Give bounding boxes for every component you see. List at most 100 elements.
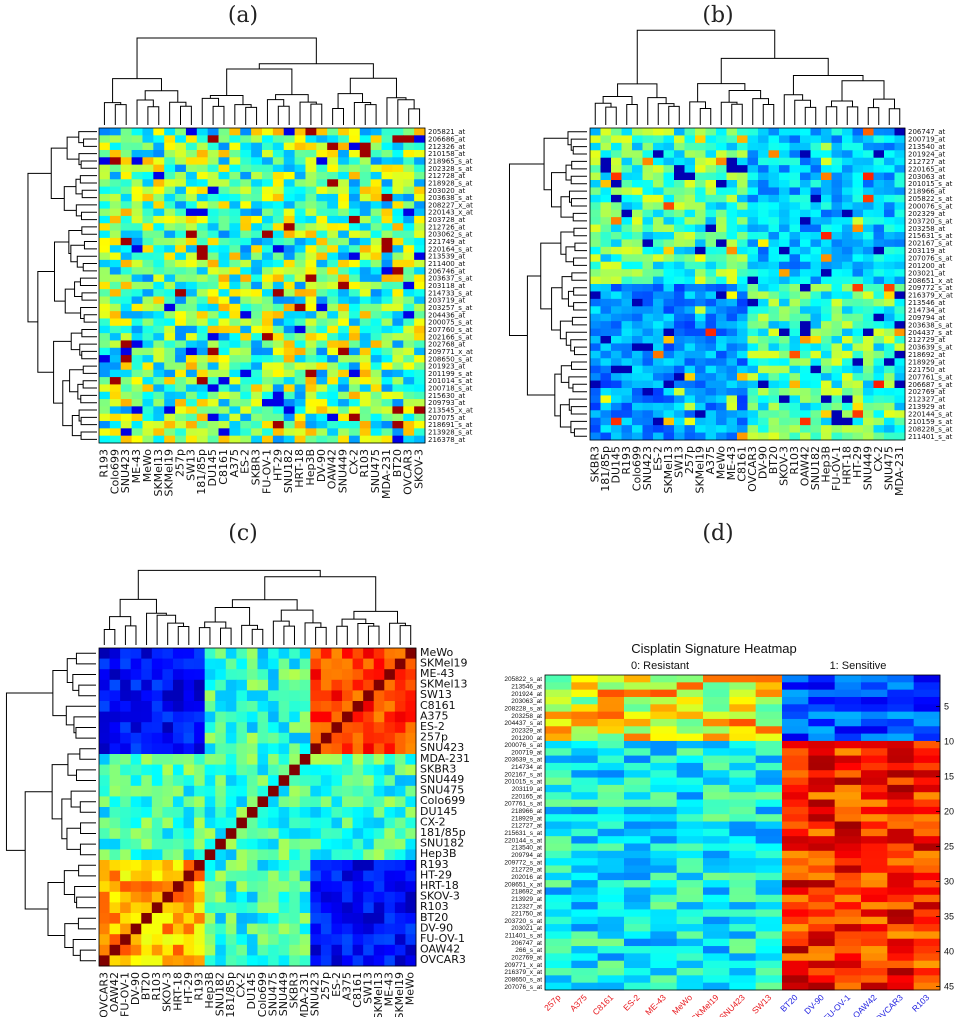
row-label: A375 [420, 709, 449, 722]
row-label: 201200_at [511, 735, 542, 742]
row-label: 215631_s_at [908, 232, 953, 240]
column-label: ME-43 [643, 992, 668, 1017]
y-tick-label: 25 [944, 842, 954, 852]
row-label: 207076_s_at [908, 255, 953, 263]
row-label: 216378_at [428, 436, 466, 444]
row-label: 221750_at [511, 911, 542, 918]
row-label: 216379_x_at [908, 292, 953, 300]
column-label: SNU423 [641, 446, 654, 490]
row-label: 203637_s_at [428, 275, 473, 283]
column-label: HT-29 [271, 449, 284, 481]
column-label: OAW42 [851, 992, 879, 1017]
column-label: MDA-231 [380, 449, 393, 499]
column-label: OVCAR3 [402, 449, 415, 495]
column-label: SNU182 [282, 449, 295, 493]
column-label: BT20 [391, 449, 404, 477]
row-label: 208228_s_at [908, 425, 953, 433]
panel-d-title: Cisplatin Signature Heatmap [631, 641, 796, 656]
row-label: 208650_s_at [428, 355, 473, 363]
column-label: DU145 [245, 972, 258, 1010]
row-label: 202769_at [908, 388, 946, 396]
column-label: ME-43 [725, 446, 738, 480]
column-label: SKMel19 [393, 972, 406, 1017]
row-label: SKMel13 [420, 678, 468, 691]
row-label: 202769_at [511, 955, 542, 962]
row-label: 202167_s_at [908, 240, 953, 248]
row-label: 201015_s_at [908, 180, 953, 188]
panel-b-heatmap: 206747_at200719_at213540_at201924_at2127… [508, 29, 953, 496]
row-label: 211401_s_at [908, 433, 953, 441]
row-label: 200718_s_at [428, 385, 473, 393]
column-label: Colo699 [256, 972, 269, 1017]
row-label: 212727_at [511, 823, 542, 830]
column-label: SKMel19 [689, 992, 721, 1017]
row-label: 201200_at [908, 262, 946, 270]
row-label: 220165_at [908, 165, 946, 173]
row-label: 202166_s_at [428, 333, 473, 341]
column-label: ES-2 [330, 972, 343, 997]
row-label: 205822_s_at [504, 676, 542, 683]
row-label: 218929_at [511, 815, 542, 822]
row-label: 204437_s_at [908, 329, 953, 337]
column-label: BT20 [767, 446, 780, 474]
column-label: SKMel19 [163, 449, 176, 497]
row-label: ES-2 [420, 720, 445, 733]
row-label: 200076_s_at [908, 203, 953, 211]
column-label: SNU475 [369, 449, 382, 493]
row-label: 209772_s_at [908, 284, 953, 292]
column-label: SW13 [184, 449, 197, 481]
row-label: 207076_s_at [504, 984, 542, 991]
column-label: C8161 [351, 972, 364, 1008]
row-label: 218692_at [511, 889, 542, 896]
row-label: 210158_at [428, 150, 466, 158]
column-label: SNU449 [277, 972, 290, 1016]
panel-b-label: (b) [702, 3, 733, 28]
row-label: 207760_s_at [428, 326, 473, 334]
row-label: 212729_at [511, 867, 542, 874]
column-label: BT20 [778, 992, 800, 1014]
panel-d-label: (d) [702, 521, 733, 546]
row-label: 213928_s_at [428, 429, 473, 437]
column-label: SNU449 [861, 446, 874, 490]
row-label: 201923_at [428, 363, 466, 371]
column-label: SKBR3 [287, 972, 300, 1008]
row-label: 220144_s_at [504, 837, 542, 844]
column-label: MeWo [404, 972, 417, 1005]
column-label: FU-OV-1 [118, 972, 131, 1017]
row-label: 212729_at [908, 336, 946, 344]
column-label: HRT-18 [293, 449, 306, 488]
column-label: SNU423 [309, 972, 322, 1016]
column-label: BT20 [140, 972, 153, 1000]
column-label: Hep3B [819, 446, 832, 483]
row-label: 203639_s_at [504, 757, 542, 764]
column-label: SKOV-3 [161, 972, 174, 1012]
row-label: 212326_at [428, 143, 466, 151]
row-label: SNU475 [420, 784, 464, 797]
row-label: 203258_at [908, 225, 946, 233]
row-label: 201015_s_at [504, 779, 542, 786]
y-tick-label: 45 [944, 982, 954, 992]
column-label: FU-OV-1 [821, 992, 852, 1017]
column-label: 257p [174, 449, 187, 477]
y-tick-label: 20 [944, 807, 954, 817]
column-label: R193 [97, 449, 110, 478]
column-label: A375 [340, 972, 353, 1001]
row-label: 218966_at [511, 808, 542, 815]
row-label: 208228_s_at [504, 705, 542, 712]
column-label: 181/85p [224, 972, 237, 1017]
column-label: C8161 [217, 449, 230, 485]
row-label: 213546_at [511, 683, 542, 690]
row-label: 213929_at [511, 896, 542, 903]
column-label: HT-29 [851, 446, 864, 478]
row-label: 203639_s_at [908, 344, 953, 352]
row-label: 205821_at [428, 128, 466, 136]
row-label: 214734_at [908, 307, 946, 315]
column-label: SKOV-3 [777, 446, 790, 486]
row-label: 204437_s_at [504, 720, 542, 727]
column-label: A375 [228, 449, 241, 478]
column-label: OVCAR3 [97, 972, 110, 1017]
row-label: 203062_s_at [428, 231, 473, 239]
row-label: OVCAR3 [420, 953, 466, 966]
panel-d-heatmap: Cisplatin Signature Heatmap 0: Resistant… [504, 641, 954, 1017]
row-label: 211400_at [428, 260, 466, 268]
